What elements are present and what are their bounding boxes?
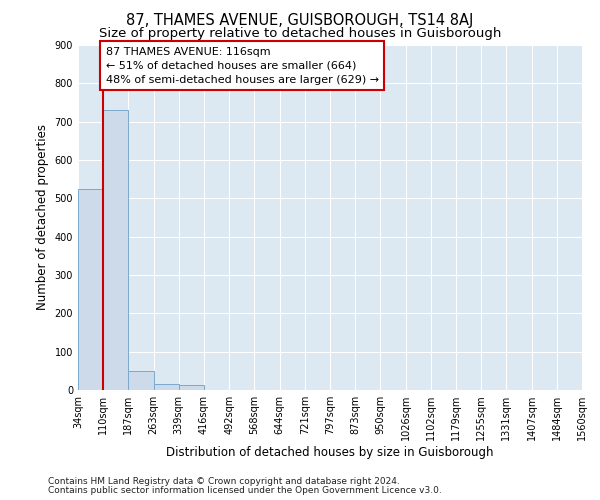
Bar xyxy=(179,386,204,390)
Text: Size of property relative to detached houses in Guisborough: Size of property relative to detached ho… xyxy=(99,28,501,40)
Bar xyxy=(78,188,103,390)
Text: Contains public sector information licensed under the Open Government Licence v3: Contains public sector information licen… xyxy=(48,486,442,495)
Text: 87 THAMES AVENUE: 116sqm
← 51% of detached houses are smaller (664)
48% of semi-: 87 THAMES AVENUE: 116sqm ← 51% of detach… xyxy=(106,47,379,85)
Text: Contains HM Land Registry data © Crown copyright and database right 2024.: Contains HM Land Registry data © Crown c… xyxy=(48,477,400,486)
Bar xyxy=(103,110,128,390)
Y-axis label: Number of detached properties: Number of detached properties xyxy=(36,124,49,310)
X-axis label: Distribution of detached houses by size in Guisborough: Distribution of detached houses by size … xyxy=(166,446,494,459)
Bar xyxy=(128,371,154,390)
Text: 87, THAMES AVENUE, GUISBOROUGH, TS14 8AJ: 87, THAMES AVENUE, GUISBOROUGH, TS14 8AJ xyxy=(127,12,473,28)
Bar xyxy=(154,384,179,390)
